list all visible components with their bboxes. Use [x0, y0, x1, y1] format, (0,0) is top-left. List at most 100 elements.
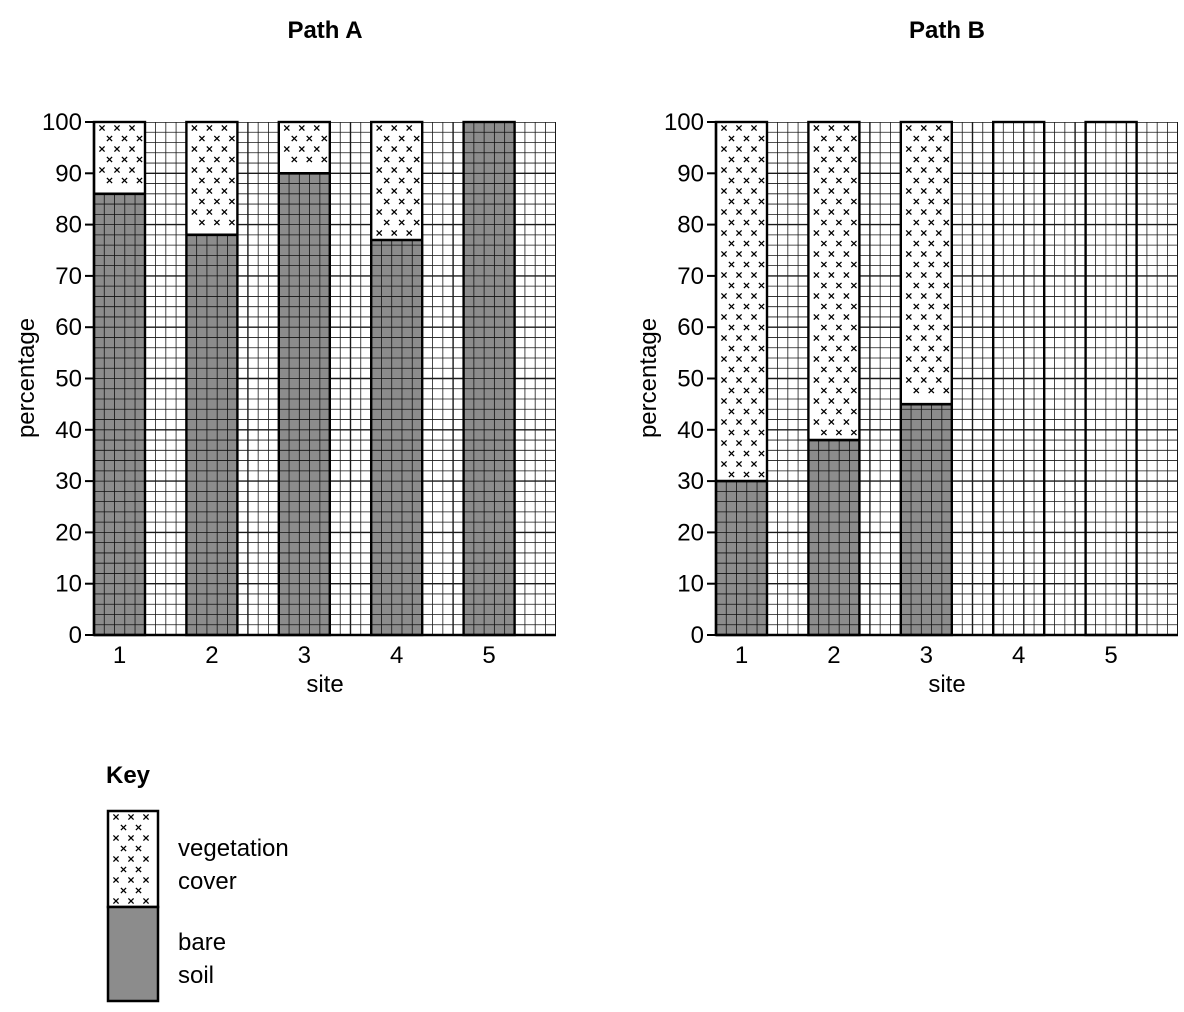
cross-mark	[728, 198, 735, 205]
cross-mark	[850, 324, 857, 331]
cross-mark	[913, 282, 920, 289]
cross-mark	[843, 145, 850, 153]
bar-vegetation-site-4-path-a	[371, 122, 423, 240]
legend-label-bare-soil-line-2: soil	[178, 962, 214, 989]
cross-mark	[843, 292, 850, 300]
cross-mark	[835, 324, 842, 331]
cross-mark	[920, 334, 927, 342]
cross-mark	[913, 261, 920, 268]
cross-mark	[191, 187, 198, 195]
cross-mark	[943, 156, 950, 163]
cross-mark	[206, 145, 213, 153]
x-tick-label-site-5-path-b: 5	[1104, 642, 1117, 669]
y-tick-label-0-path-a: 0	[69, 622, 82, 649]
cross-mark	[913, 135, 920, 142]
cross-mark	[843, 166, 850, 174]
cross-mark	[720, 376, 728, 384]
cross-mark	[398, 177, 405, 184]
cross-mark	[221, 166, 228, 174]
cross-mark	[728, 366, 735, 373]
cross-mark	[835, 219, 842, 226]
y-tick-label-50-path-b: 50	[677, 366, 704, 393]
cross-mark	[383, 177, 390, 184]
crosses-site-1-path-b	[720, 124, 765, 478]
cross-mark	[843, 250, 850, 258]
cross-mark	[828, 313, 835, 321]
cross-mark	[313, 124, 320, 132]
cross-mark	[935, 166, 942, 174]
cross-mark	[406, 166, 413, 174]
cross-mark	[735, 208, 743, 216]
cross-mark	[920, 229, 927, 237]
cross-mark	[306, 156, 313, 163]
cross-mark	[943, 345, 950, 352]
cross-mark	[735, 313, 743, 321]
cross-mark	[728, 219, 735, 226]
legend-label-bare-soil-line-1: bare	[178, 929, 226, 956]
legend-cross-mark	[120, 887, 127, 894]
cross-mark	[728, 429, 735, 436]
cross-mark	[758, 198, 765, 205]
legend-cross-mark	[112, 876, 120, 884]
cross-mark	[928, 261, 935, 268]
cross-mark	[128, 166, 136, 174]
cross-mark	[728, 408, 735, 415]
cross-mark	[106, 135, 113, 142]
cross-mark	[935, 376, 942, 384]
cross-mark	[413, 135, 420, 142]
cross-mark	[113, 124, 121, 132]
cross-mark	[376, 208, 383, 216]
legend-cross-mark	[120, 824, 127, 831]
cross-mark	[735, 397, 743, 405]
cross-mark	[913, 198, 920, 205]
cross-mark	[843, 271, 850, 279]
cross-mark	[391, 187, 398, 195]
cross-mark	[306, 135, 313, 142]
cross-mark	[905, 208, 912, 216]
cross-mark	[905, 187, 912, 195]
cross-mark	[743, 219, 750, 226]
cross-mark	[728, 261, 735, 268]
cross-mark	[413, 177, 420, 184]
legend-cross-mark	[142, 876, 150, 884]
crosses-site-3-path-b	[905, 124, 950, 394]
cross-mark	[376, 187, 383, 195]
cross-mark	[920, 208, 927, 216]
cross-mark	[735, 334, 743, 342]
cross-mark	[843, 229, 850, 237]
cross-mark	[843, 355, 850, 363]
cross-mark	[935, 355, 942, 363]
cross-mark	[828, 166, 835, 174]
cross-mark	[828, 418, 835, 426]
cross-mark	[743, 198, 750, 205]
cross-mark	[106, 156, 113, 163]
cross-mark	[383, 219, 390, 226]
cross-mark	[820, 345, 827, 352]
cross-mark	[905, 334, 912, 342]
legend-key: Key vegetation cover bare soil	[106, 762, 289, 1003]
cross-mark	[905, 313, 912, 321]
cross-mark	[213, 198, 220, 205]
cross-mark	[735, 439, 743, 447]
y-tick-label-50-path-a: 50	[55, 366, 82, 393]
cross-mark	[735, 145, 743, 153]
cross-mark	[850, 366, 857, 373]
cross-mark	[828, 124, 835, 132]
cross-mark	[728, 387, 735, 394]
cross-mark	[850, 282, 857, 289]
cross-mark	[943, 324, 950, 331]
cross-mark	[198, 135, 205, 142]
cross-mark	[913, 387, 920, 394]
cross-mark	[391, 166, 398, 174]
cross-mark	[198, 156, 205, 163]
cross-mark	[283, 124, 290, 132]
cross-mark	[943, 303, 950, 310]
crosses-site-2-path-b	[813, 124, 857, 436]
y-tick-label-100-path-b: 100	[664, 109, 704, 136]
cross-mark	[905, 145, 912, 153]
cross-mark	[905, 229, 912, 237]
y-tick-label-60-path-b: 60	[677, 314, 704, 341]
cross-mark	[828, 229, 835, 237]
cross-mark	[720, 250, 728, 258]
cross-mark	[920, 292, 927, 300]
